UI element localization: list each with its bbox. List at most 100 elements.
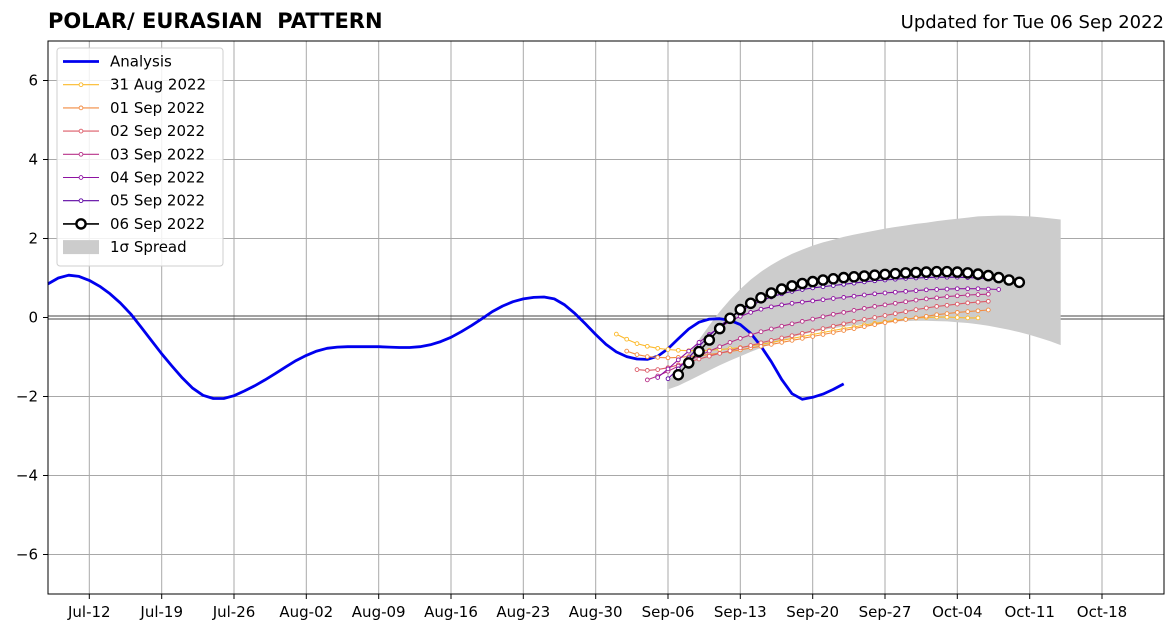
data-point [841,321,847,327]
data-point [796,277,809,290]
data-point [882,320,888,325]
data-point [1013,276,1026,289]
data-point [965,286,971,292]
data-point [892,311,898,316]
data-point [744,297,757,310]
data-point [734,303,747,316]
chart-subtitle: Updated for Tue 06 Sep 2022 [900,12,1164,33]
data-point [872,304,878,309]
series-5 [655,286,1002,380]
data-point [930,265,943,278]
data-point [872,315,878,320]
data-point [861,317,867,322]
data-point [903,289,909,294]
data-point [779,323,785,329]
data-point [820,297,826,303]
data-point [768,338,774,343]
data-point [634,352,640,357]
data-point [655,375,661,380]
data-point [810,298,816,304]
data-point [975,286,981,292]
data-point [944,294,950,299]
data-point [830,296,836,301]
data-point [779,340,785,345]
data-point [799,330,805,336]
data-point [789,333,795,339]
data-point [913,288,919,293]
data-point [655,355,661,360]
data-point [758,306,764,312]
data-point [665,376,671,382]
y-tick-label: −4 [16,467,38,485]
data-point [655,345,661,351]
y-tick-label: −6 [16,546,38,564]
data-point [861,292,867,298]
data-point [724,312,736,325]
data-point [737,345,743,351]
legend-marker [78,105,84,111]
data-point [817,274,829,286]
data-point [872,322,878,327]
data-point [830,323,836,329]
legend-marker [78,82,84,88]
data-point [944,302,950,308]
data-point [789,338,795,343]
data-point [675,357,681,363]
data-point [810,334,816,339]
spread-band [668,215,1061,390]
x-tick-label: Aug-02 [279,603,333,621]
data-point [768,326,774,332]
data-point [923,305,929,311]
data-point [693,345,705,358]
data-point [717,344,723,350]
data-point [954,293,960,299]
data-point [779,335,785,341]
data-point [799,299,805,305]
data-point [923,296,929,302]
legend-item: 02 Sep 2022 [63,122,205,140]
data-point [965,292,971,298]
data-point [682,357,695,369]
data-point [899,267,912,279]
spread-area [668,215,1061,390]
data-point [903,299,909,305]
legend-swatch [63,240,99,255]
data-point [975,299,981,305]
data-point [923,287,929,293]
data-point [758,340,764,346]
data-point [882,290,888,296]
data-point [851,326,857,331]
data-point [882,302,888,308]
data-point [644,377,650,383]
legend-label: 04 Sep 2022 [110,169,205,187]
x-tick-label: Oct-04 [932,603,982,621]
data-point [985,298,991,304]
data-point [675,347,681,353]
data-point [985,291,991,297]
data-point [961,267,974,279]
legend-label: 06 Sep 2022 [110,215,205,233]
x-tick-label: Aug-09 [352,603,406,621]
data-point [624,348,630,354]
data-point [830,311,836,317]
data-point [992,271,1005,284]
data-point [858,270,871,282]
data-point [996,287,1002,292]
data-point [861,324,867,329]
data-point [913,297,919,303]
data-point [841,328,847,333]
data-point [799,336,805,341]
data-point [944,311,950,316]
legend-label: 31 Aug 2022 [110,76,206,94]
data-point [717,351,723,356]
data-point [748,343,754,348]
data-point [686,348,692,354]
x-tick-label: Oct-11 [1004,603,1054,621]
x-tick-label: Oct-18 [1077,603,1127,621]
data-point [892,300,898,306]
legend-item: 31 Aug 2022 [63,76,206,94]
y-tick-label: 6 [28,72,38,90]
data-point [965,315,971,321]
legend-item: Analysis [63,53,172,71]
